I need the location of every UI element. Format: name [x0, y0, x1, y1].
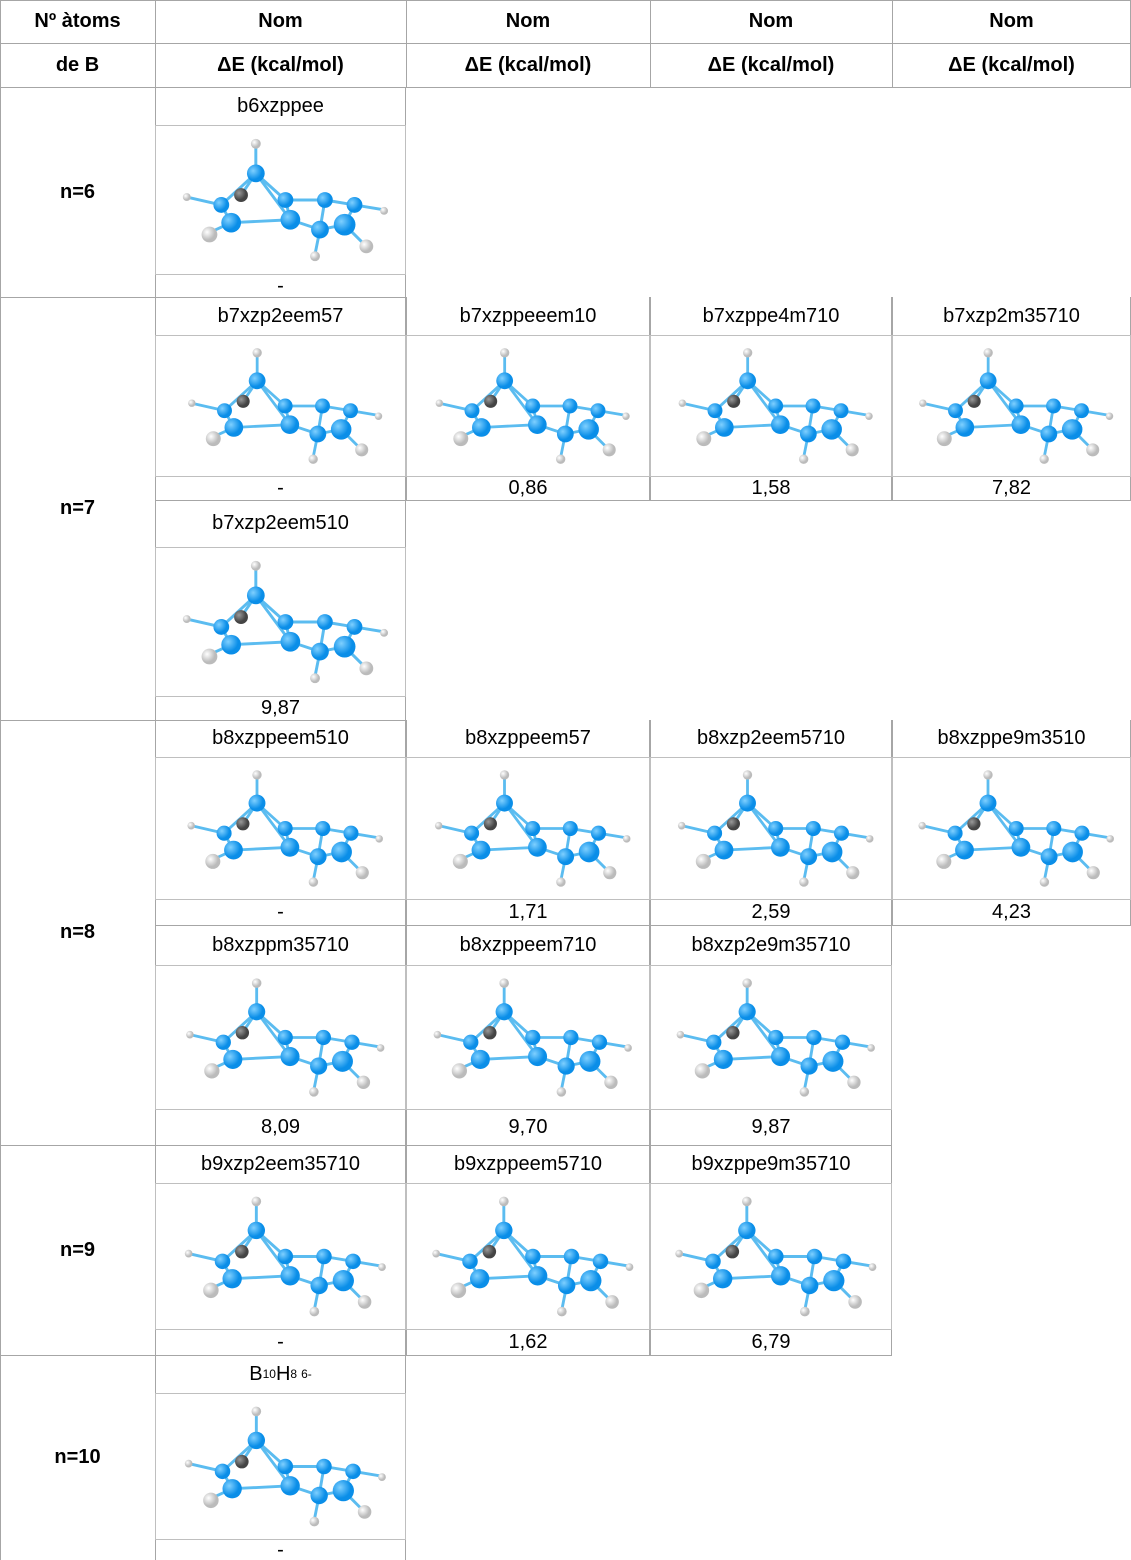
header-cell: ΔE (kcal/mol) [892, 43, 1131, 87]
rule [406, 1355, 650, 1356]
molecule [651, 1184, 891, 1329]
row-label: n=9 [0, 1145, 155, 1355]
energy-value: 1,71 [406, 900, 650, 925]
molecule-image [650, 1183, 892, 1330]
molecule-image [650, 965, 892, 1110]
rule [892, 500, 1131, 501]
energy-value: 9,87 [650, 1110, 892, 1145]
structure-name: b6xzppee [155, 87, 406, 125]
molecule [407, 758, 649, 899]
header-cell: Nom [650, 0, 892, 43]
molecule-image [406, 965, 650, 1110]
molecule-image [155, 1393, 406, 1540]
molecule [407, 966, 649, 1109]
structure-name: b8xzppm35710 [155, 925, 406, 965]
structure-name: b8xzppe9m3510 [892, 720, 1131, 757]
rule [650, 1355, 892, 1356]
molecule-image [406, 757, 650, 900]
name-part: 8 [290, 1367, 297, 1381]
row-label: n=7 [0, 297, 155, 720]
molecule [156, 966, 405, 1109]
molecule-image [155, 547, 406, 697]
energy-value: 9,87 [155, 697, 406, 720]
table-page: Nº àtomsde BNomΔE (kcal/mol)NomΔE (kcal/… [0, 0, 1131, 1560]
structure-name: b9xzppeem5710 [406, 1145, 650, 1183]
row-label: n=10 [0, 1355, 155, 1560]
molecule-image [155, 125, 406, 275]
rule [650, 500, 892, 501]
molecule [407, 336, 649, 476]
energy-value: - [155, 900, 406, 925]
molecule [156, 1394, 405, 1539]
structure-name: b8xzppeem57 [406, 720, 650, 757]
rule [406, 500, 650, 501]
molecule-image [892, 335, 1131, 477]
molecule-image [155, 965, 406, 1110]
header-cell: ΔE (kcal/mol) [155, 43, 406, 87]
energy-value: - [155, 477, 406, 500]
name-part: B [249, 1363, 262, 1386]
header-cell: Nom [406, 0, 650, 43]
rule [0, 43, 1131, 44]
header-cell: ΔE (kcal/mol) [406, 43, 650, 87]
energy-value: 6,79 [650, 1330, 892, 1355]
molecule [156, 1184, 405, 1329]
header-cell: Nom [155, 0, 406, 43]
energy-value: - [155, 1330, 406, 1355]
header-cell: Nº àtoms [0, 0, 155, 43]
energy-value: - [155, 275, 406, 297]
name-part: 6- [301, 1367, 312, 1381]
molecule-image [406, 1183, 650, 1330]
structure-name: b7xzp2eem510 [155, 500, 406, 547]
molecule-image [155, 335, 406, 477]
molecule [156, 548, 405, 696]
row-label: n=6 [0, 87, 155, 297]
energy-value: 0,86 [406, 477, 650, 500]
structure-name: b9xzp2eem35710 [155, 1145, 406, 1183]
molecule [893, 758, 1130, 899]
molecule [156, 336, 405, 476]
energy-value: 1,58 [650, 477, 892, 500]
molecule-image [155, 1183, 406, 1330]
header-cell: Nom [892, 0, 1131, 43]
molecule [407, 1184, 649, 1329]
header-cell: de B [0, 43, 155, 87]
structure-name: b7xzp2m35710 [892, 297, 1131, 335]
energy-value: 2,59 [650, 900, 892, 925]
energy-value: 8,09 [155, 1110, 406, 1145]
molecule [156, 758, 405, 899]
energy-value: 7,82 [892, 477, 1131, 500]
structure-name: b7xzppe4m710 [650, 297, 892, 335]
molecule-image [650, 335, 892, 477]
row-label: n=8 [0, 720, 155, 1145]
energy-value: 9,70 [406, 1110, 650, 1145]
molecule [651, 758, 891, 899]
structure-name: b8xzp2eem5710 [650, 720, 892, 757]
header-cell: ΔE (kcal/mol) [650, 43, 892, 87]
energy-value: 1,62 [406, 1330, 650, 1355]
structure-name: b7xzp2eem57 [155, 297, 406, 335]
molecule [651, 336, 891, 476]
structure-name: b7xzppeeem10 [406, 297, 650, 335]
molecule-image [650, 757, 892, 900]
molecule-image [155, 757, 406, 900]
structure-name: b8xzppeem510 [155, 720, 406, 757]
molecule [156, 126, 405, 274]
molecule [651, 966, 891, 1109]
structure-name: b9xzppe9m35710 [650, 1145, 892, 1183]
molecule-image [892, 757, 1131, 900]
energy-value: - [155, 1540, 406, 1560]
molecule-image [406, 335, 650, 477]
energy-value: 4,23 [892, 900, 1131, 925]
molecule [893, 336, 1130, 476]
name-part: H [276, 1363, 290, 1386]
rule [0, 0, 1131, 1]
rule [892, 925, 1131, 926]
name-part: 10 [263, 1367, 276, 1381]
structure-name: b8xzp2e9m35710 [650, 925, 892, 965]
structure-name: b8xzppeem710 [406, 925, 650, 965]
